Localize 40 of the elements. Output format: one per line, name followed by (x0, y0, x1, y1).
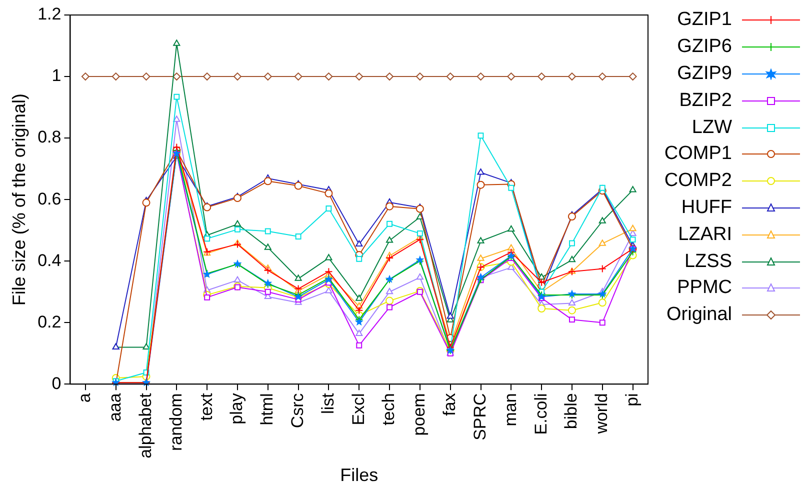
legend-label: LZARI (678, 224, 732, 246)
legend-label: GZIP9 (677, 62, 732, 85)
x-tick-label: a (75, 392, 94, 403)
legend-label: GZIP6 (677, 36, 732, 58)
x-tick-label: aaa (106, 392, 125, 422)
x-tick-label: play (227, 392, 246, 424)
y-tick-label: 0.2 (38, 312, 62, 332)
y-tick-label: 0.4 (38, 250, 62, 270)
legend-label: HUFF (681, 196, 732, 219)
legend-label: PPMC (677, 277, 732, 300)
x-tick-label: bible (562, 393, 581, 430)
legend-label: LZW (692, 116, 732, 139)
x-tick-label: poem (410, 393, 429, 436)
legend-label: BZIP2 (679, 90, 732, 112)
x-tick-label: list (318, 392, 338, 414)
legend-label: Original (666, 304, 732, 326)
legend-label: LZSS (684, 250, 732, 273)
legend-label: COMP2 (664, 170, 732, 192)
x-tick-label: world (592, 393, 612, 435)
x-axis-title: Files (340, 465, 378, 486)
x-tick-label: man (500, 393, 520, 426)
x-tick-label: Csrc (288, 392, 307, 428)
x-tick-label: SPRC (470, 393, 490, 440)
x-tick-label: fax (440, 392, 460, 416)
y-tick-label: 0 (52, 374, 62, 393)
x-tick-label: E.coli (531, 393, 550, 435)
x-tick-label: Excl (348, 393, 368, 426)
x-tick-label: tech (379, 393, 398, 426)
y-axis-title: File size (% of the original) (8, 94, 29, 306)
y-tick-label: 1.2 (38, 4, 62, 24)
y-tick-label: 0.8 (38, 128, 62, 147)
x-tick-label: html (258, 393, 277, 426)
x-tick-label: pi (622, 393, 642, 406)
y-tick-label: 1 (52, 66, 62, 86)
x-tick-label: random (166, 393, 186, 451)
legend-label: GZIP1 (677, 9, 732, 32)
x-tick-label: text (196, 392, 216, 421)
x-tick-label: alphabet (136, 392, 155, 458)
y-tick-label: 0.6 (38, 189, 62, 208)
legend-label: COMP1 (664, 143, 732, 166)
